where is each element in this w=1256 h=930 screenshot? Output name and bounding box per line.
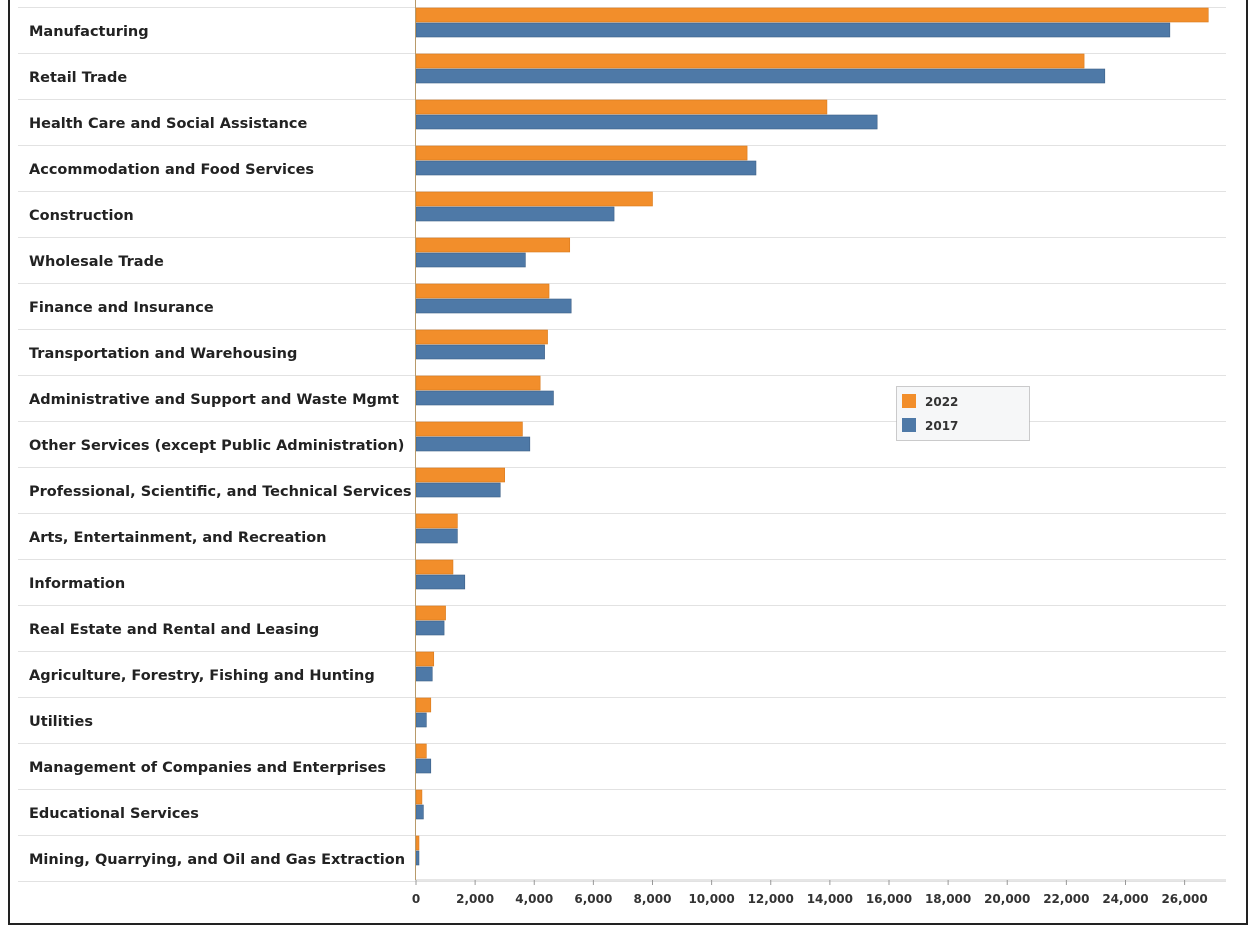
bar-2017[interactable] <box>415 68 1106 84</box>
bar-2017[interactable] <box>415 390 554 406</box>
legend-box <box>896 386 1030 441</box>
category-label: Health Care and Social Assistance <box>29 116 308 132</box>
bar-2017[interactable] <box>415 482 501 498</box>
x-tick-label: 16,000 <box>866 892 912 906</box>
bar-2017[interactable] <box>415 620 445 636</box>
x-tick-label: 24,000 <box>1102 892 1148 906</box>
x-tick-label: 12,000 <box>748 892 794 906</box>
category-label: Utilities <box>29 714 93 730</box>
bar-2022[interactable] <box>415 7 1209 23</box>
bar-2022[interactable] <box>415 467 505 483</box>
bar-2017[interactable] <box>415 252 526 268</box>
x-tick-label: 22,000 <box>1043 892 1089 906</box>
bar-2022[interactable] <box>415 513 458 529</box>
legend-label-2022: 2022 <box>925 395 958 409</box>
x-tick-label: 20,000 <box>984 892 1030 906</box>
bar-2022[interactable] <box>415 237 571 253</box>
legend-swatch-2022 <box>902 394 916 408</box>
bar-2017[interactable] <box>415 758 432 774</box>
category-label: Finance and Insurance <box>29 300 214 316</box>
category-label: Accommodation and Food Services <box>29 162 314 178</box>
category-label: Information <box>29 576 125 592</box>
category-label: Arts, Entertainment, and Recreation <box>29 530 326 546</box>
bar-2022[interactable] <box>415 53 1085 69</box>
category-label: Mining, Quarrying, and Oil and Gas Extra… <box>29 852 405 868</box>
x-tick-label: 4,000 <box>515 892 553 906</box>
category-label: Administrative and Support and Waste Mgm… <box>29 392 399 408</box>
category-label: Management of Companies and Enterprises <box>29 760 386 776</box>
bar-2022[interactable] <box>415 191 653 207</box>
category-label: Agriculture, Forestry, Fishing and Hunti… <box>29 668 375 684</box>
category-label: Professional, Scientific, and Technical … <box>29 484 412 500</box>
bar-2022[interactable] <box>415 835 420 851</box>
category-label: Other Services (except Public Administra… <box>29 438 404 454</box>
x-axis-ticks: 0 2,000 4,000 6,000 8,000 10,000 12,000 14,000 1… <box>412 879 1226 906</box>
category-label: Retail Trade <box>29 70 127 86</box>
bar-2022[interactable] <box>415 559 454 575</box>
bar-2017[interactable] <box>415 574 466 590</box>
legend[interactable]: 2022 2017 <box>896 386 1030 441</box>
category-label: Wholesale Trade <box>29 254 164 270</box>
x-tick-label: 14,000 <box>807 892 853 906</box>
x-tick-label: 6,000 <box>574 892 612 906</box>
bar-2022[interactable] <box>415 99 828 115</box>
x-tick-label: 26,000 <box>1161 892 1207 906</box>
x-tick-label: 0 <box>412 892 420 906</box>
category-labels: Manufacturing Retail Trade Health Care and… <box>29 24 412 868</box>
legend-swatch-2017 <box>902 418 916 432</box>
category-label: Educational Services <box>29 806 199 822</box>
bar-2022[interactable] <box>415 651 435 667</box>
bar-2022[interactable] <box>415 145 748 161</box>
bars <box>415 7 1209 866</box>
bar-2022[interactable] <box>415 375 541 391</box>
bar-2022[interactable] <box>415 283 550 299</box>
bar-2017[interactable] <box>415 298 572 314</box>
bar-2022[interactable] <box>415 697 432 713</box>
x-tick-label: 18,000 <box>925 892 971 906</box>
x-tick-label: 2,000 <box>456 892 494 906</box>
bar-2022[interactable] <box>415 605 446 621</box>
bar-2017[interactable] <box>415 160 757 176</box>
x-tick-label: 10,000 <box>688 892 734 906</box>
bar-2017[interactable] <box>415 712 427 728</box>
bar-2022[interactable] <box>415 421 523 437</box>
bar-2017[interactable] <box>415 528 458 544</box>
bar-2017[interactable] <box>415 114 878 130</box>
bar-2017[interactable] <box>415 206 615 222</box>
category-label: Manufacturing <box>29 24 149 40</box>
bar-2022[interactable] <box>415 329 548 345</box>
bar-2017[interactable] <box>415 850 420 866</box>
category-label: Transportation and Warehousing <box>29 346 297 362</box>
bar-2017[interactable] <box>415 344 545 360</box>
bar-2022[interactable] <box>415 743 427 759</box>
category-label: Construction <box>29 208 134 224</box>
bar-2017[interactable] <box>415 804 424 820</box>
x-tick-label: 8,000 <box>634 892 672 906</box>
legend-label-2017: 2017 <box>925 419 958 433</box>
category-label: Real Estate and Rental and Leasing <box>29 622 319 638</box>
bar-2022[interactable] <box>415 789 423 805</box>
bar-2017[interactable] <box>415 666 433 682</box>
bar-2017[interactable] <box>415 22 1171 38</box>
bar-2017[interactable] <box>415 436 531 452</box>
